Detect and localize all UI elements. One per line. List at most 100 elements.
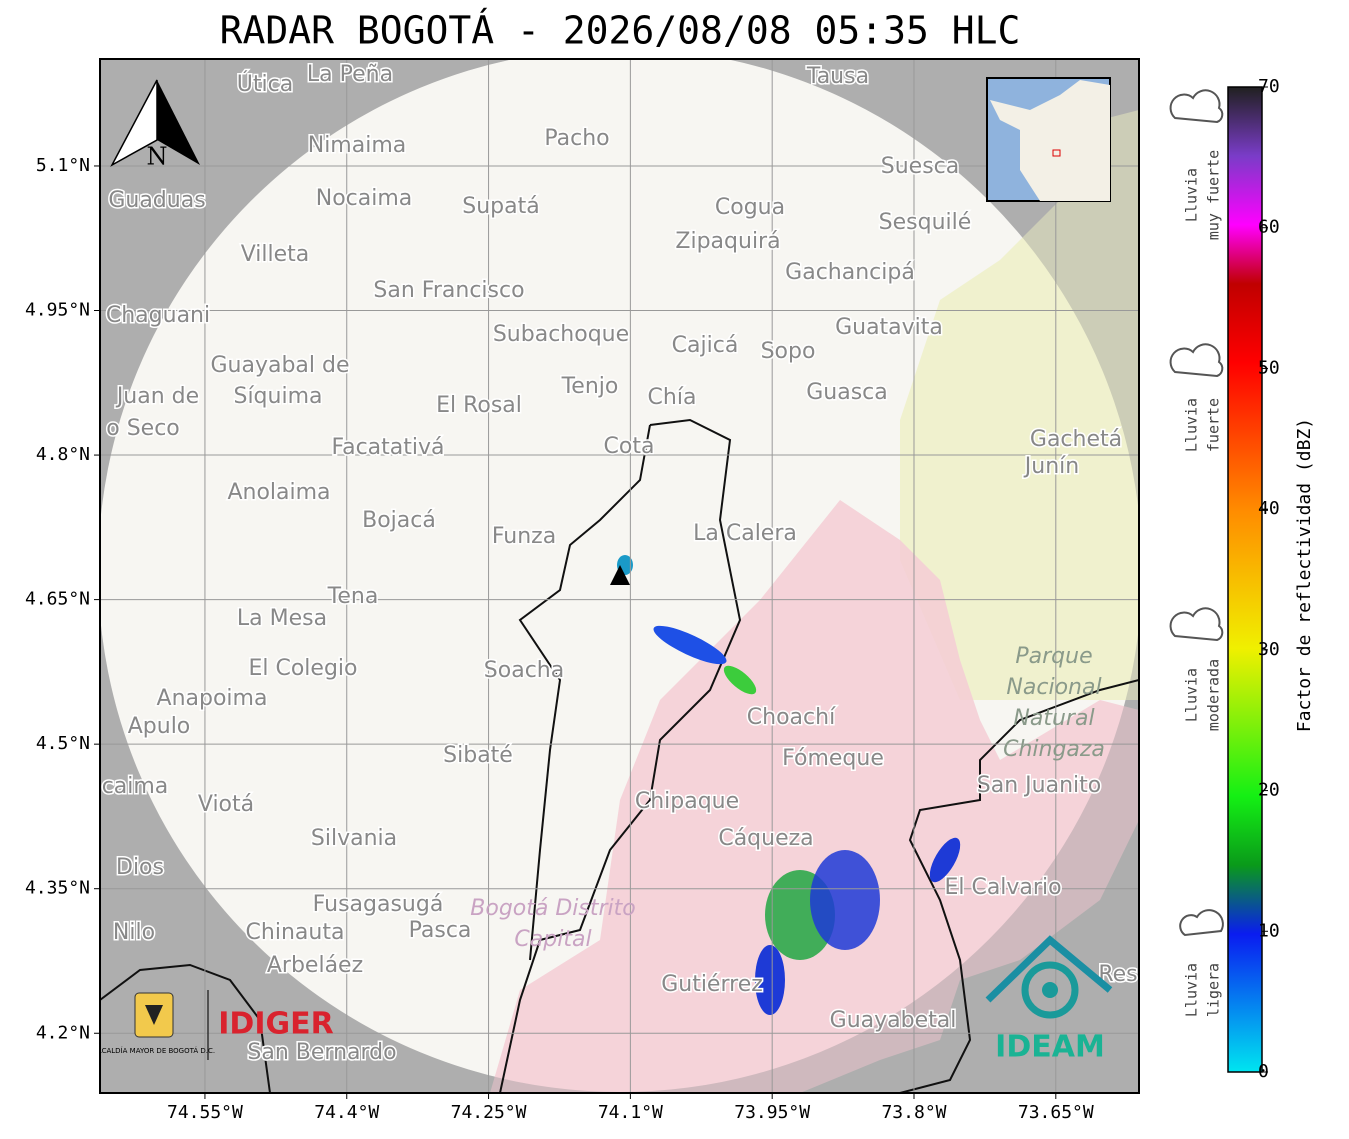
place-name: Tena (327, 584, 379, 609)
x-tick-label: 73.95°W (734, 1102, 810, 1123)
colorbar-tick-label: 60 (1258, 217, 1280, 238)
north-arrow (110, 79, 200, 167)
place-name: Gachancipá (785, 260, 915, 285)
ideam-text: IDEAM (995, 1030, 1105, 1065)
place-name: Nilo (113, 920, 155, 945)
place-name: Guaduas (108, 188, 205, 213)
place-name: Fusagasugá (313, 892, 444, 917)
place-name: caima (102, 774, 169, 799)
place-name: Guayabal de (210, 353, 349, 378)
place-name: Tenjo (561, 374, 619, 399)
place-name: La Calera (693, 521, 797, 546)
rain-category: fuerte (1205, 398, 1223, 452)
place-name: La Mesa (237, 606, 327, 631)
place-name: Junín (1023, 454, 1079, 479)
place-name: Facatativá (331, 435, 444, 460)
place-name: Nimaima (308, 133, 407, 158)
rain-category: ligera (1205, 963, 1223, 1017)
place-name: Gutiérrez (661, 972, 763, 997)
place-name: San Bernardo (247, 1040, 396, 1065)
place-name: Juan de (115, 384, 199, 409)
x-tick-label: 74.4°W (314, 1102, 379, 1123)
colorbar-tick-label: 20 (1258, 780, 1280, 801)
colorbar-tick-label: 0 (1258, 1061, 1269, 1082)
place-name: Guasca (806, 380, 888, 405)
place-name: Soacha (484, 658, 564, 683)
rain-category: Lluvia (1183, 398, 1201, 452)
title: RADAR BOGOTÁ - 2026/08/08 05:35 HLC (220, 9, 1021, 53)
y-tick-label: 4.95°N (25, 300, 90, 321)
place-name: Cáqueza (718, 826, 813, 851)
district-border (499, 418, 742, 1093)
place-name: Dios (116, 855, 164, 880)
x-tick-label: 74.55°W (167, 1102, 243, 1123)
place-name: Gachetá (1030, 427, 1122, 452)
place-name: Subachoque (493, 322, 629, 347)
place-name: Cogua (715, 195, 785, 220)
y-tick-label: 4.65°N (25, 589, 90, 610)
y-tick-label: 4.5°N (36, 733, 90, 754)
park-name: Parque (1015, 644, 1092, 669)
place-name: El Calvario (944, 875, 1061, 900)
colorbar-tick-label: 70 (1258, 76, 1280, 97)
place-name: Útica (237, 71, 293, 97)
place-name: Cota (604, 434, 655, 459)
place-name: La Peña (307, 62, 393, 87)
place-name: Res (1098, 962, 1137, 987)
y-tick-label: 5.1°N (36, 155, 90, 176)
region-pink (490, 500, 1139, 1093)
x-tick-label: 74.1°W (598, 1102, 663, 1123)
district-name: Bogotá Distrito (470, 896, 635, 921)
place-name: Cajicá (672, 333, 739, 358)
rain-category: Lluvia (1183, 168, 1201, 222)
colorbar-tick-label: 50 (1258, 357, 1280, 378)
place-name: Pacho (544, 126, 609, 151)
alcaldia-text: ALCALDÍA MAYOR DE BOGOTÁ D.C. (93, 1046, 215, 1055)
place-name: Silvania (311, 826, 397, 851)
place-name: Sibaté (443, 743, 513, 768)
park-name: Natural (1013, 706, 1094, 731)
place-name: Supatá (462, 194, 539, 219)
map-frame (99, 58, 1140, 1094)
rain-category: moderada (1205, 659, 1223, 731)
place-name: San Juanito (977, 773, 1101, 798)
place-name: El Rosal (436, 393, 522, 418)
radar-echoes (617, 555, 961, 1015)
colorbar-tick-label: 40 (1258, 498, 1280, 519)
place-name: Fómeque (782, 746, 884, 771)
place-name: Viotá (198, 792, 254, 817)
place-name: Apulo (128, 714, 191, 739)
place-name: o Seco (106, 416, 180, 441)
place-name: Bojacá (362, 508, 436, 533)
place-name: Choachí (747, 705, 836, 730)
place-name: Chaguani (106, 303, 210, 328)
place-name: Chipaque (635, 789, 739, 814)
place-name: Chía (648, 385, 697, 410)
place-name: Anolaima (227, 480, 330, 505)
idiger-logo: IDIGER (218, 1007, 333, 1042)
colorbar-tick-label: 30 (1258, 639, 1280, 660)
place-name: Anapoima (157, 686, 268, 711)
place-name: Villeta (241, 242, 310, 267)
map: La Peña Útica Tausa Pacho Nimaima Guaduas Noca… (93, 59, 1139, 1093)
place-name: Sesquilé (879, 210, 972, 235)
y-tick-label: 4.35°N (25, 878, 90, 899)
place-name: San Francisco (373, 278, 524, 303)
place-name: Pasca (409, 918, 472, 943)
place-name: Guayabetal (830, 1008, 957, 1033)
park-name: Chingaza (1003, 737, 1105, 762)
place-name: Nocaima (316, 186, 413, 211)
rain-category: Lluvia (1183, 963, 1201, 1017)
radar-site (610, 565, 630, 585)
department-border (100, 963, 271, 1093)
x-tick-label: 73.8°W (881, 1102, 946, 1123)
rain-icons (1169, 89, 1224, 937)
alcaldia-logo (134, 990, 209, 1060)
place-name: Sopo (761, 339, 816, 364)
north-label: N (147, 143, 168, 171)
department-border (899, 679, 1139, 1093)
colorbar-label: Factor de reflectividad (dBZ) (1294, 418, 1315, 732)
ideam-logo (985, 935, 1113, 1019)
y-tick-label: 4.8°N (36, 444, 90, 465)
